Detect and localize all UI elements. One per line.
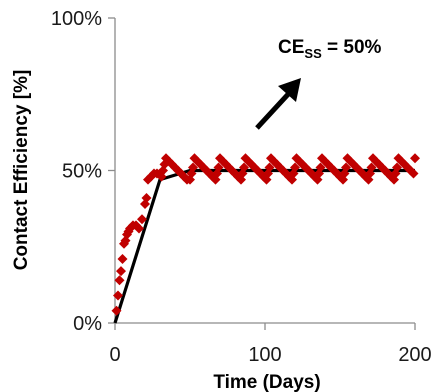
scatter-point — [141, 192, 152, 203]
y-tick-label: 50% — [62, 161, 102, 183]
scatter-point — [392, 162, 402, 173]
scatter-point — [213, 162, 224, 173]
x-axis-title: Time (Days) — [213, 372, 320, 392]
scatter-point — [134, 223, 144, 234]
annotation-arrow-shaft — [255, 88, 294, 130]
x-tick-label: 0 — [109, 344, 120, 366]
y-tick-label: 0% — [73, 313, 102, 335]
line-series-0 — [113, 168, 415, 324]
series-layer — [111, 153, 420, 324]
scatter-point — [366, 162, 377, 173]
annotation-main: CE — [278, 37, 304, 58]
tick-labels: 0% 50% 100% 0 100 200 — [51, 8, 432, 366]
scatter-point — [114, 275, 125, 286]
scatter-point — [116, 266, 126, 277]
y-axis-title: Contact Efficiency [%] — [11, 70, 32, 271]
annotation-arrow-head — [278, 78, 301, 102]
scatter-point — [111, 305, 122, 316]
scatter-point — [188, 162, 198, 173]
annotation-rest: = 50% — [322, 37, 382, 58]
scatter-point — [137, 214, 147, 225]
scatter-point — [290, 162, 300, 173]
scatter-point — [239, 162, 249, 173]
scatter-point — [341, 162, 351, 173]
scatter-point — [264, 162, 275, 173]
scatter-point — [408, 168, 419, 179]
scatter-point — [117, 253, 128, 264]
scatter-point — [113, 290, 123, 301]
scatter-point — [410, 153, 420, 164]
annotation-text: CESS = 50% — [278, 37, 382, 61]
tick-marks — [108, 17, 416, 330]
y-tick-label: 100% — [51, 8, 102, 30]
x-tick-label: 100 — [248, 344, 281, 366]
x-tick-label: 200 — [398, 344, 431, 366]
scatter-point — [315, 162, 326, 173]
annotation-subscript: SS — [304, 46, 322, 61]
